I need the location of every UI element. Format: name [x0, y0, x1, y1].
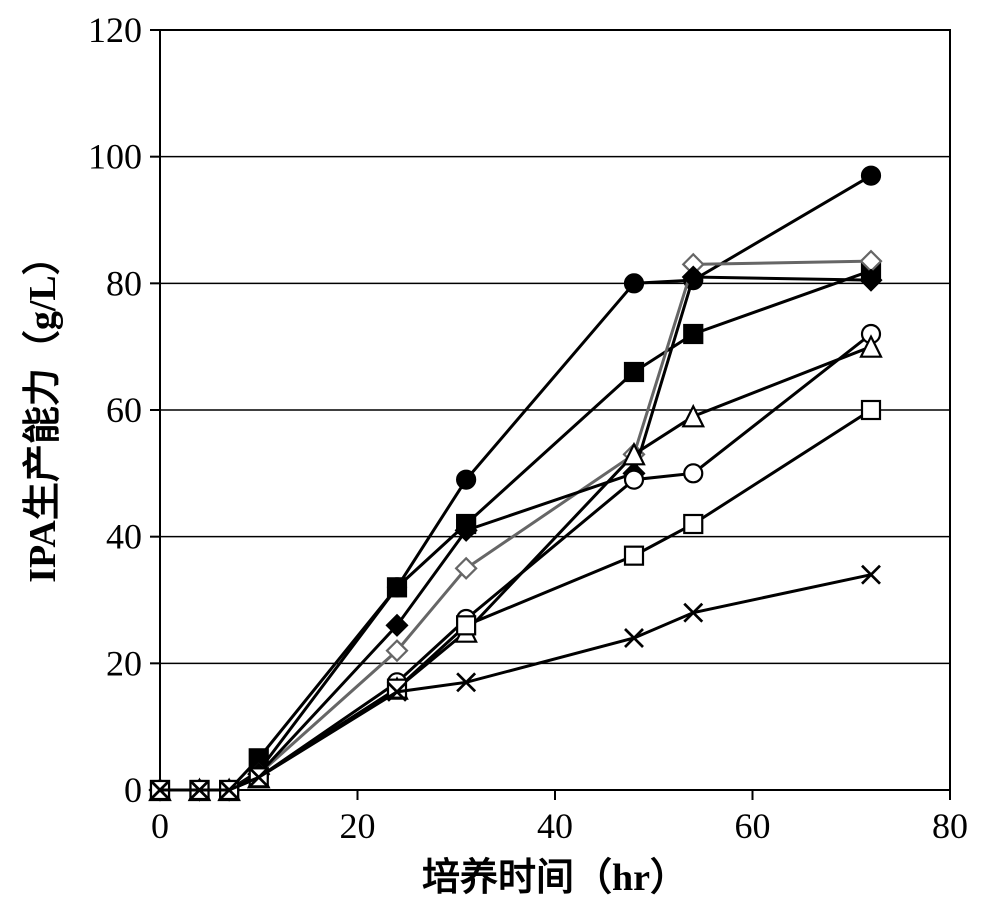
- chart-svg: 0 20 40 60 80 0 20 40 60 80 100 120 培养时间（hr） IPA生产能力（…: [0, 0, 1000, 912]
- x-tick-label: 60: [735, 806, 771, 846]
- y-tick-label: 60: [106, 390, 142, 430]
- y-tick-label: 0: [124, 770, 142, 810]
- x-axis-label: 培养时间（hr）: [422, 857, 688, 899]
- x-tick-label: 20: [340, 806, 376, 846]
- y-tick-label: 120: [88, 10, 142, 50]
- y-axis-label: IPA生产能力（g/L）: [22, 237, 64, 583]
- x-tick-label: 40: [537, 806, 573, 846]
- y-tick-label: 80: [106, 263, 142, 303]
- y-tick-label: 100: [88, 137, 142, 177]
- y-tick-label: 40: [106, 517, 142, 557]
- chart-container: 0 20 40 60 80 0 20 40 60 80 100 120 培养时间（hr） IPA生产能力（…: [0, 0, 1000, 912]
- x-tick-label: 80: [932, 806, 968, 846]
- y-tick-label: 20: [106, 643, 142, 683]
- x-tick-label: 0: [151, 806, 169, 846]
